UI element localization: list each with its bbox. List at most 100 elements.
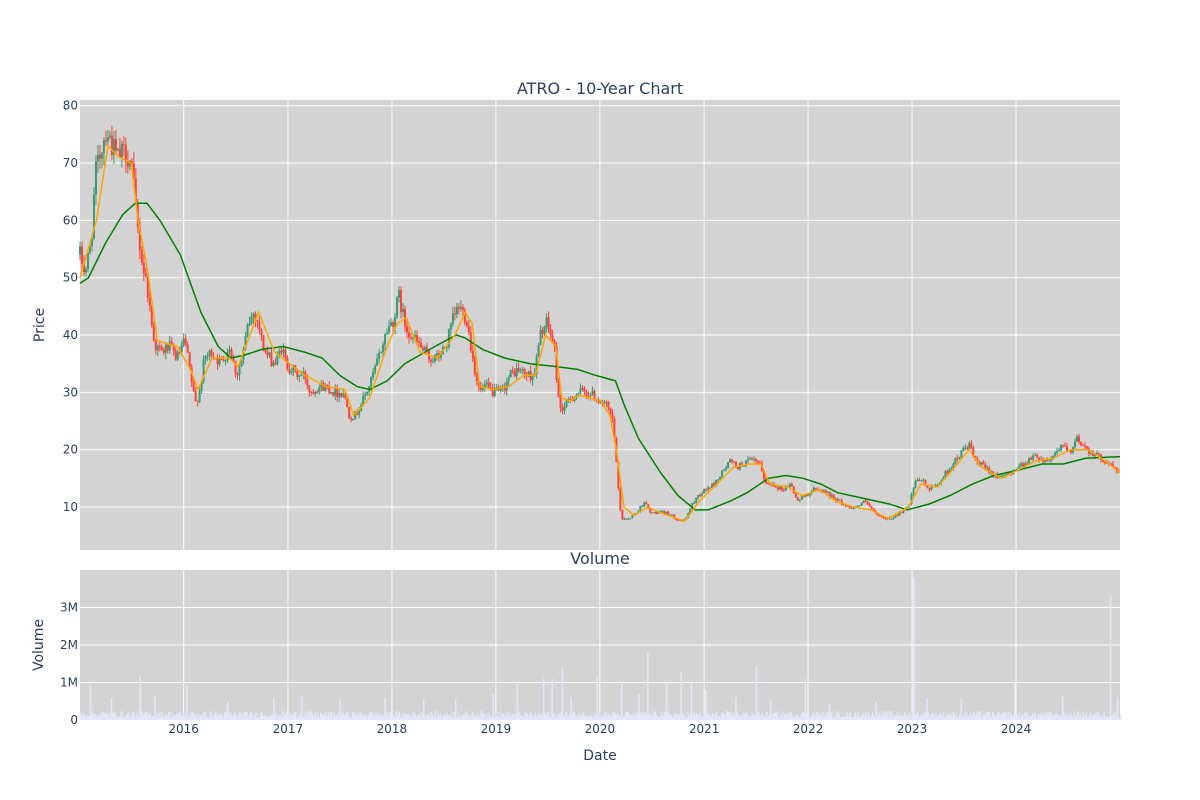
candle-body-505 [1085, 446, 1088, 449]
candle-body-473 [1022, 463, 1025, 467]
candle-body-40 [158, 345, 161, 347]
volume-bar-1065 [990, 716, 992, 720]
volume-bar-311 [345, 712, 347, 720]
volume-bar-1084 [1006, 712, 1008, 720]
volume-bar-1120 [1037, 717, 1039, 720]
candle-body-491 [1058, 449, 1061, 451]
volume-bar-2 [81, 715, 83, 720]
volume-bar-1217 [1120, 713, 1121, 720]
volume-bar-1024 [955, 716, 957, 720]
volume-bar-216 [264, 714, 266, 720]
volume-bar-933 [877, 711, 879, 720]
volume-bar-1127 [1043, 714, 1045, 720]
volume-bar-940 [883, 712, 885, 720]
volume-bar-866 [820, 714, 822, 720]
volume-bar-460 [473, 714, 475, 720]
volume-bar-1006 [939, 712, 941, 720]
volume-bar-565 [562, 716, 564, 720]
candle-body-211 [499, 388, 502, 391]
candle-body-376 [828, 491, 831, 497]
volume-bar-903 [851, 717, 853, 720]
volume-bar-487 [496, 717, 498, 720]
candle-body-139 [356, 411, 359, 415]
volume-bar-547 [547, 715, 549, 720]
volume-bar-655 [639, 712, 641, 720]
candle-body-158 [394, 316, 397, 327]
volume-bar-280 [319, 716, 321, 720]
candle-body-170 [417, 341, 420, 343]
volume-bar-221 [268, 717, 270, 720]
volume-bar-458 [471, 717, 473, 720]
candle-body-337 [750, 458, 753, 460]
volume-bar-255 [297, 717, 299, 720]
candle-body-430 [936, 485, 939, 487]
volume-bar-412 [432, 715, 434, 720]
volume-bar-315 [349, 715, 351, 720]
volume-bar-1069 [993, 713, 995, 720]
volume-bar-596 [589, 717, 591, 720]
volume-bar-805 [767, 715, 769, 720]
candle-body-246 [569, 399, 572, 401]
volume-bar-123 [185, 717, 187, 720]
candle-body-84 [246, 325, 249, 336]
volume-bar-47 [120, 711, 122, 720]
volume-bar-548 [548, 711, 550, 720]
volume-bar-647 [632, 711, 634, 720]
volume-bar-229 [275, 711, 277, 720]
volume-bar-829 [788, 711, 790, 720]
volume-bar-189 [241, 712, 243, 720]
volume-bar-89 [156, 715, 158, 720]
volume-bar-595 [588, 715, 590, 720]
volume-bar-642 [628, 715, 630, 720]
volume-bar-425 [443, 716, 445, 720]
volume-bar-603 [595, 715, 597, 720]
candle-body-256 [589, 394, 592, 396]
volume-bar-649 [634, 714, 636, 720]
volume-spike-37 [1109, 596, 1112, 720]
volume-bar-938 [881, 713, 883, 720]
volume-bar-326 [358, 711, 360, 720]
volume-bar-1141 [1055, 714, 1057, 720]
candle-body-73 [224, 360, 227, 362]
volume-bar-1211 [1114, 716, 1116, 720]
volume-bar-1017 [949, 715, 951, 720]
volume-bar-84 [151, 715, 153, 720]
volume-spike-38 [1116, 697, 1119, 720]
date-x-tick-label-2: 2018 [377, 722, 408, 736]
candle-body-232 [541, 329, 544, 334]
volume-bar-7 [85, 717, 87, 720]
volume-bar-941 [884, 711, 886, 720]
volume-bar-248 [291, 713, 293, 720]
volume-bar-528 [531, 712, 533, 720]
volume-bar-762 [731, 715, 733, 720]
volume-bar-183 [236, 716, 238, 720]
volume-bar-354 [382, 715, 384, 720]
candle-body-0 [79, 246, 81, 255]
candle-body-48 [174, 350, 177, 360]
volume-bar-618 [608, 714, 610, 720]
volume-bar-515 [520, 715, 522, 720]
volume-bar-1188 [1095, 715, 1097, 720]
candle-body-130 [338, 392, 341, 397]
volume-bar-451 [465, 711, 467, 720]
candle-body-177 [431, 360, 434, 362]
volume-bar-457 [470, 713, 472, 720]
volume-bar-360 [387, 713, 389, 720]
candle-body-107 [292, 365, 295, 373]
volume-bar-199 [250, 711, 252, 720]
volume-bar-598 [591, 715, 593, 720]
candle-body-295 [667, 511, 670, 515]
volume-bar-69 [138, 715, 140, 720]
volume-bar-452 [466, 713, 468, 720]
candle-body-382 [840, 500, 843, 505]
volume-bar-310 [344, 715, 346, 720]
volume-bar-1115 [1032, 713, 1034, 720]
volume-bar-1137 [1051, 714, 1053, 720]
volume-spike-2 [139, 676, 142, 720]
candle-body-394 [864, 500, 867, 502]
volume-bar-430 [447, 714, 449, 720]
candle-body-149 [376, 358, 379, 366]
volume-bar-789 [754, 715, 756, 720]
candle-body-454 [984, 464, 987, 468]
